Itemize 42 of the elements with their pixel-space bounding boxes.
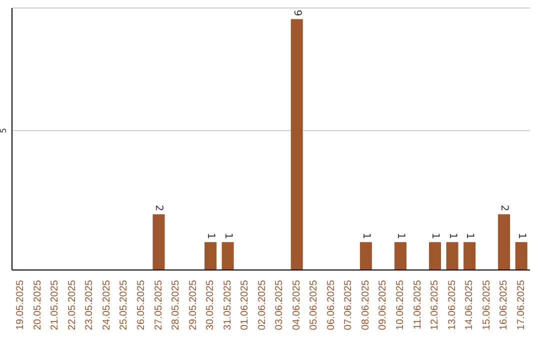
x-tick-label: 26.05.2025 <box>136 280 147 330</box>
x-tick-label: 19.05.2025 <box>15 280 26 330</box>
x-tick-label: 27.05.2025 <box>153 280 164 330</box>
data-label: 1 <box>446 232 458 240</box>
data-label: 1 <box>222 232 234 240</box>
data-label: 1 <box>205 232 216 240</box>
x-tick-label: 01.06.2025 <box>240 280 251 330</box>
x-tick-label: 24.05.2025 <box>101 280 112 330</box>
y-tick-label: 5 <box>0 128 8 134</box>
x-tick-label: 29.05.2025 <box>188 280 199 330</box>
x-tick-label: 25.05.2025 <box>118 280 130 330</box>
data-label: 9 <box>291 10 302 16</box>
x-tick-label: 15.06.2025 <box>481 280 492 330</box>
data-label: 1 <box>516 232 527 240</box>
x-tick-label: 02.06.2025 <box>256 280 268 330</box>
data-label: 2 <box>498 204 510 212</box>
x-tick-label: 05.06.2025 <box>308 280 320 330</box>
data-label: 1 <box>429 232 440 240</box>
data-label: 1 <box>464 232 476 240</box>
x-tick-label: 07.06.2025 <box>343 280 354 330</box>
x-tick-label: 10.06.2025 <box>395 280 406 330</box>
x-tick-label: 04.06.2025 <box>291 280 302 330</box>
x-tick-label: 14.06.2025 <box>464 280 476 330</box>
x-tick-label: 08.06.2025 <box>360 280 372 330</box>
x-tick-label: 21.05.2025 <box>50 280 61 330</box>
x-tick-label: 09.06.2025 <box>378 280 389 330</box>
x-tick-label: 23.05.2025 <box>84 280 96 330</box>
x-tick-label: 03.06.2025 <box>274 280 286 330</box>
x-tick-label: 20.05.2025 <box>32 280 44 330</box>
x-tick-label: 12.06.2025 <box>430 280 441 330</box>
x-tick-label: 22.05.2025 <box>66 280 78 330</box>
x-tick-label: 31.05.2025 <box>222 280 234 330</box>
x-tick-label: 28.05.2025 <box>170 280 182 330</box>
x-tick-label: 06.06.2025 <box>326 280 337 330</box>
x-tick-label: 30.05.2025 <box>205 280 216 330</box>
data-label: 1 <box>360 232 372 240</box>
x-tick-label: 13.06.2025 <box>446 280 458 330</box>
x-tick-label: 17.06.2025 <box>516 280 527 330</box>
data-label: 2 <box>153 204 164 212</box>
x-tick-label: 16.06.2025 <box>498 280 510 330</box>
x-tick-label: 11.06.2025 <box>412 280 424 330</box>
data-label: 1 <box>394 232 406 240</box>
